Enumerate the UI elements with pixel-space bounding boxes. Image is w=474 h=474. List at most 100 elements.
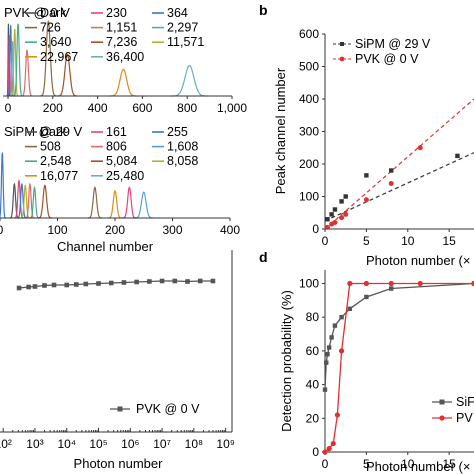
histogram-peak [171,64,208,97]
histogram-peak [9,182,20,219]
legend-label: 11,571 [167,35,204,49]
legend-marker [339,56,345,62]
x-tick-label: 5 [363,234,370,248]
x-tick-label: 0 [322,234,329,248]
legend-label: 36,400 [106,50,144,64]
y-tick-label: 100 [299,190,319,204]
y-tick-label: 20 [306,411,320,425]
data-point [343,194,348,199]
legend-marker [439,399,445,405]
x-tick-label: 10³ [26,437,43,451]
data-point [172,278,178,284]
x-tick-label: 300 [162,223,182,237]
legend-title: PVK @ 0 V [4,5,70,20]
x-tick-label: 200 [43,101,63,115]
x-tick-label: 0 [5,101,12,115]
data-point [332,323,338,328]
x-tick-label: 5 [363,457,370,471]
y-axis-label: Detection probability (%) [279,290,294,432]
legend-marker [439,415,445,421]
y-tick-label: 600 [299,27,319,41]
legend-label: Dark [40,125,67,139]
x-tick-label: 10⁷ [153,437,171,451]
data-point [32,284,38,289]
data-point [322,387,328,392]
x-tick-label: 15 [442,234,456,248]
y-tick-label: 200 [299,157,319,171]
histogram-peak [57,53,78,97]
histogram-peak [88,186,102,219]
y-tick-label: 40 [306,378,320,392]
x-tick-label: 10⁵ [89,437,107,451]
x-axis-label: Photon number (× [366,459,470,474]
data-point [326,345,332,350]
data-point [363,197,369,203]
data-point [417,280,423,287]
data-point [324,360,329,365]
data-point [329,335,334,340]
histogram-peak [134,191,153,219]
legend-label: 508 [40,140,61,154]
legend-marker [340,42,344,46]
legend-label: 5,084 [106,154,137,168]
series-line [324,282,474,453]
legend-label: 726 [40,21,61,35]
data-point [326,446,332,452]
legend-label: SiF [456,395,474,409]
data-point [121,280,127,285]
data-point [364,294,369,300]
data-point [73,282,79,287]
histogram-peak [109,68,137,97]
histogram-peak [122,186,137,219]
histogram-peak [38,184,52,219]
y-tick-label: 80 [306,310,320,324]
legend-label: 3,640 [40,35,71,49]
legend-marker [117,406,123,412]
legend-label: 22,967 [40,50,78,64]
legend-label: 1,608 [167,140,198,154]
data-point [389,286,394,291]
histogram-peak [108,190,122,219]
x-tick-label: 10⁸ [185,437,203,451]
data-point [108,280,114,286]
histogram-peak [20,184,30,219]
x-tick-label: 100 [47,223,67,237]
x-tick-label: 0 [322,457,329,471]
legend-label: 161 [106,125,127,139]
data-point [51,282,57,288]
data-point [159,278,165,284]
data-point [347,306,353,311]
data-point [16,285,22,291]
panel-label-d: d [259,249,268,265]
y-axis-label: Peak channel number [273,67,288,194]
y-tick-label: 0 [312,445,319,459]
legend-label: 2,548 [40,154,71,168]
data-point [322,449,328,455]
legend-label: PV [456,411,473,425]
x-tick-label: 10 [401,234,415,248]
legend-label: 16,077 [40,169,78,183]
y-tick-label: 100 [299,276,319,290]
fit-line [324,152,474,222]
x-tick-label: 10² [0,437,12,451]
y-tick-label: 300 [299,125,319,139]
data-point [64,282,70,288]
x-tick-label: 10 [401,457,415,471]
data-point [339,314,344,320]
x-tick-label: 400 [88,101,108,115]
legend-label: 8,058 [167,154,198,168]
series-line [19,280,213,289]
data-point [417,145,423,151]
legend-label: 2,297 [167,21,198,35]
panel-b-linearity-plot: 0 100 200 300 400 500 600 0 5 10 15 Photon number (… [273,27,474,268]
data-point [185,279,190,284]
panel-label-b: b [259,2,268,18]
data-point [364,173,369,178]
legend-title: SiPM @ 29 V [4,124,83,139]
data-point [147,279,152,284]
data-point [343,211,349,217]
panel-a-bottom-histogram: 0 100 200 300 400 Channel number SiPM @ 29 VDa… [0,124,240,254]
data-point [210,278,216,284]
